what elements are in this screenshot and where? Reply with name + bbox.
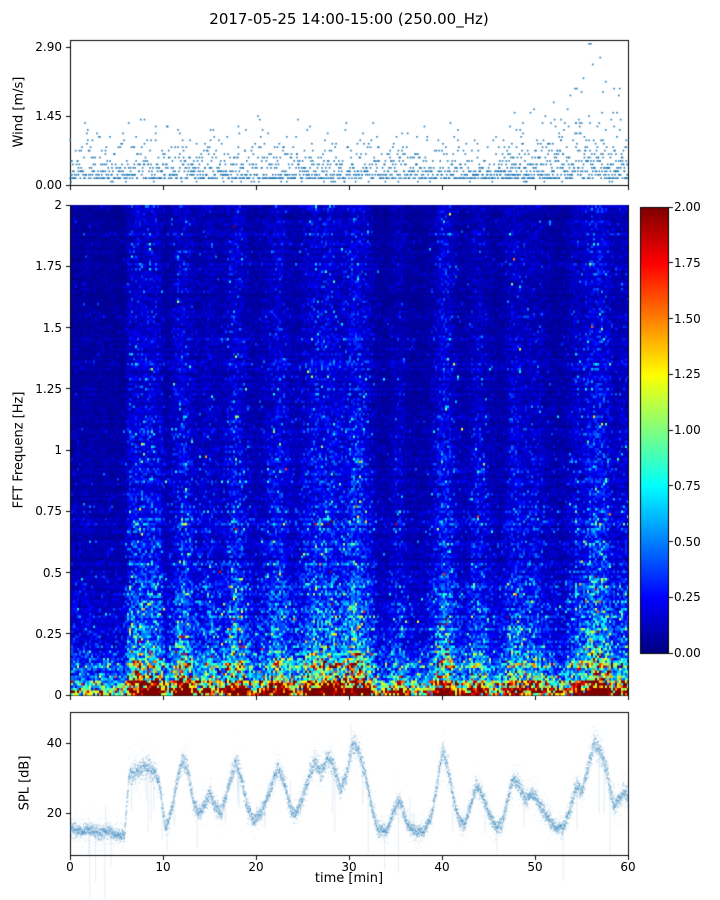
time-xtick-5: 50 — [527, 860, 543, 874]
fft-ytick-6: 0.5 — [42, 565, 62, 580]
fft-ytick-7: 0.25 — [35, 626, 62, 641]
wind-ytick-2: 2.90 — [35, 40, 62, 55]
colorbar-tick-8: 0.00 — [674, 646, 701, 660]
fft-ytick-1: 1.75 — [35, 259, 62, 274]
spl-ytick-1: 40 — [46, 736, 62, 751]
time-xlabel: time [min] — [314, 871, 384, 886]
wind-ytick-1: 1.45 — [35, 109, 62, 124]
fft-ytick-5: 0.75 — [35, 504, 62, 519]
time-xtick-1: 10 — [155, 860, 171, 874]
time-xtick-3: 30 — [341, 860, 357, 874]
colorbar-tick-5: 0.75 — [674, 478, 701, 493]
time-xtick-6: 60 — [620, 860, 636, 874]
colorbar-tick-3: 1.25 — [674, 367, 701, 382]
wind-ytick-0: 0.00 — [35, 178, 62, 192]
colorbar-tick-4: 1.00 — [674, 423, 701, 437]
fft-ytick-2: 1.5 — [42, 320, 62, 335]
time-xtick-0: 0 — [66, 860, 74, 874]
fft-ytick-8: 0 — [54, 688, 62, 702]
figure-title: 2017-05-25 14:00-15:00 (250.00_Hz) — [209, 10, 489, 28]
colorbar-tick-7: 0.25 — [674, 590, 701, 605]
fft-ytick-0: 2 — [54, 198, 62, 212]
colorbar-tick-6: 0.50 — [674, 534, 701, 549]
colorbar-tick-1: 1.75 — [674, 255, 701, 270]
wind-ylabel: Wind [m/s] — [11, 76, 27, 148]
fft-ylabel: FFT Frequenz [Hz] — [11, 391, 27, 509]
time-xtick-4: 40 — [434, 860, 450, 874]
time-xtick-2: 20 — [248, 860, 264, 874]
spl-ylabel: SPL [dB] — [17, 755, 33, 811]
colorbar-tick-0: 2.00 — [674, 200, 701, 214]
fft-ytick-4: 1 — [54, 443, 62, 457]
colorbar-tick-2: 1.50 — [674, 311, 701, 326]
fft-ytick-3: 1.25 — [35, 381, 62, 396]
spl-ytick-0: 20 — [46, 806, 62, 821]
